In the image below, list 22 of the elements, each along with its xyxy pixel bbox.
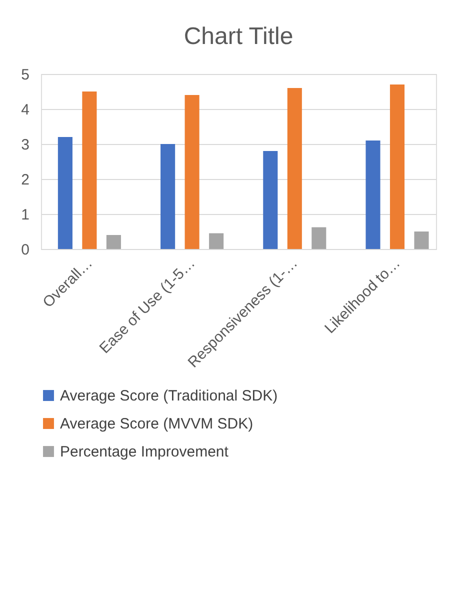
bar (58, 137, 72, 249)
bar (106, 235, 121, 249)
y-tick-label: 1 (21, 206, 30, 224)
bar (390, 84, 405, 249)
bar (366, 140, 380, 249)
bar (82, 92, 97, 249)
y-tick-label: 3 (21, 136, 30, 154)
y-tick-label: 5 (21, 66, 30, 84)
bar (287, 88, 302, 249)
bar (184, 95, 200, 249)
y-tick-label: 4 (21, 102, 30, 118)
y-tick-label: 2 (21, 172, 30, 188)
bar (312, 227, 326, 249)
y-tick-label: 0 (21, 242, 30, 258)
bar (209, 233, 224, 249)
chart-title: Chart Title (184, 23, 294, 50)
bar (263, 151, 278, 249)
legend-label: Average Score (MVVM SDK) (60, 416, 254, 432)
legend-label: Percentage Improvement (60, 444, 230, 460)
bar (414, 232, 429, 249)
legend-label: Average Score (Traditional SDK) (60, 388, 278, 404)
bar (160, 144, 176, 249)
